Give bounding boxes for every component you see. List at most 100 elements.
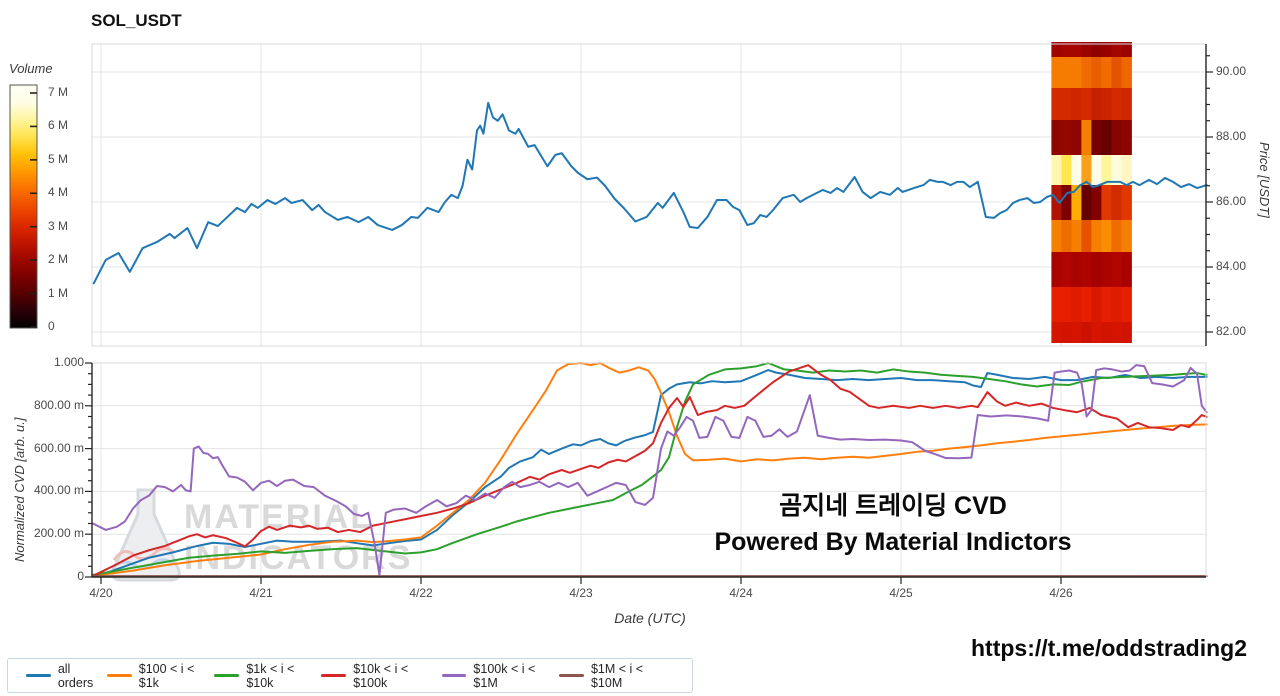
legend-item-label: all orders	[57, 661, 94, 690]
heatmap-cell	[1101, 322, 1112, 343]
legend-swatch	[441, 674, 467, 677]
heatmap-cell	[1061, 57, 1072, 88]
heatmap-cell	[1111, 322, 1122, 343]
heatmap-cell	[1081, 42, 1092, 57]
heatmap-cell	[1111, 287, 1122, 322]
heatmap-cell	[1101, 287, 1112, 322]
heatmap-cell	[1091, 88, 1102, 120]
cvd-line--10k-i-100k	[92, 364, 1208, 577]
heatmap-cell	[1111, 42, 1122, 57]
heatmap-cell	[1111, 57, 1122, 88]
legend-item-label: $1M < i < $10M	[590, 661, 644, 690]
heatmap-cell	[1101, 57, 1112, 88]
heatmap-cell	[1121, 185, 1132, 220]
heatmap-cell	[1071, 88, 1082, 120]
heatmap-cell	[1051, 88, 1062, 120]
heatmap-cell	[1091, 42, 1102, 57]
price-axis-title: Price [USDT]	[1257, 142, 1272, 218]
heatmap-cell	[1091, 252, 1102, 287]
heatmap-cell	[1091, 287, 1102, 322]
heatmap-cell	[1061, 252, 1072, 287]
heatmap-cell	[1081, 120, 1092, 155]
heatmap-cell	[1071, 220, 1082, 252]
heatmap-cell	[1051, 120, 1062, 155]
heatmap-cell	[1121, 287, 1132, 322]
heatmap-cell	[1071, 185, 1082, 220]
heatmap-cell	[1111, 220, 1122, 252]
heatmap-cell	[1051, 220, 1062, 252]
heatmap-cell	[1121, 88, 1132, 120]
heatmap-cell	[1101, 155, 1112, 185]
legend-item-label: $10k < i < $100k	[353, 661, 409, 690]
heatmap-cell	[1071, 252, 1082, 287]
volume-colorbar	[9, 84, 38, 329]
legend: all orders $100 < i < $1k $1k < i < $10k $1…	[7, 658, 693, 693]
heatmap-cell	[1111, 185, 1122, 220]
heatmap-cell	[1091, 57, 1102, 88]
heatmap-cell	[1101, 252, 1112, 287]
heatmap-cell	[1101, 88, 1112, 120]
legend-item: all orders	[26, 662, 107, 690]
heatmap-cell	[1061, 120, 1072, 155]
date-axis-title: Date (UTC)	[614, 610, 686, 626]
heatmap-cell	[1061, 42, 1072, 57]
cvd-line--100k-i-1m	[92, 364, 1208, 576]
legend-swatch	[106, 674, 132, 677]
legend-item-label: $100 < i < $1k	[138, 661, 195, 690]
heatmap-cell	[1081, 287, 1092, 322]
price-line	[92, 101, 1208, 285]
heatmap-cell	[1111, 120, 1122, 155]
heatmap-cell	[1051, 57, 1062, 88]
annotation-line-korean: 곰지네 트레이딩 CVD	[779, 492, 1007, 520]
heatmap-cell	[1121, 42, 1132, 57]
heatmap-cell	[1081, 185, 1092, 220]
annotation-line-powered-by: Powered By Material Indictors	[714, 528, 1072, 556]
legend-item: $1M < i < $10M	[559, 662, 674, 690]
heatmap-cell	[1091, 322, 1102, 343]
heatmap-cell	[1121, 220, 1132, 252]
heatmap-cell	[1071, 322, 1082, 343]
heatmap-cell	[1051, 155, 1062, 185]
heatmap-cell	[1081, 155, 1092, 185]
legend-item-label: $100k < i < $1M	[473, 661, 536, 690]
legend-item: $100k < i < $1M	[441, 661, 560, 690]
heatmap-cell	[1101, 42, 1112, 57]
heatmap-cell	[1081, 57, 1092, 88]
heatmap-cell	[1091, 120, 1102, 155]
cvd-line--1k-i-10k	[92, 362, 1208, 576]
heatmap-cell	[1101, 120, 1112, 155]
heatmap-cell	[1071, 155, 1082, 185]
heatmap-cell	[1121, 252, 1132, 287]
heatmap-cell	[1111, 155, 1122, 185]
chart-title: SOL_USDT	[91, 11, 182, 30]
top-plot-frame	[91, 43, 1207, 347]
annotation-block: 곰지네 트레이딩 CVD Powered By Material Indicto…	[714, 488, 1071, 560]
telegram-url-text: https://t.me/oddstrading2	[971, 635, 1247, 661]
heatmap-cell	[1081, 322, 1092, 343]
heatmap-cell	[1121, 155, 1132, 185]
cvd-line--100-i-1k	[92, 362, 1208, 577]
heatmap-cell	[1091, 220, 1102, 252]
heatmap-cell	[1091, 155, 1102, 185]
heatmap-cell	[1051, 42, 1062, 57]
heatmap-cell	[1061, 155, 1072, 185]
volume-colorbar-label: Volume	[9, 61, 53, 76]
legend-item: $10k < i < $100k	[321, 662, 441, 690]
heatmap-cell	[1081, 252, 1092, 287]
heatmap-cell	[1071, 120, 1082, 155]
legend-item: $1k < i < $10k	[214, 662, 321, 690]
heatmap-cell	[1111, 88, 1122, 120]
heatmap-cell	[1071, 287, 1082, 322]
legend-swatch	[321, 674, 347, 677]
heatmap-cell	[1101, 185, 1112, 220]
heatmap-cell	[1051, 287, 1062, 322]
heatmap-cell	[1051, 185, 1062, 220]
heatmap-cell	[1071, 57, 1082, 88]
heatmap-cell	[1081, 88, 1092, 120]
legend-swatch	[559, 674, 584, 677]
legend-swatch	[26, 674, 51, 677]
heatmap-cell	[1051, 322, 1062, 343]
heatmap-cell	[1051, 252, 1062, 287]
